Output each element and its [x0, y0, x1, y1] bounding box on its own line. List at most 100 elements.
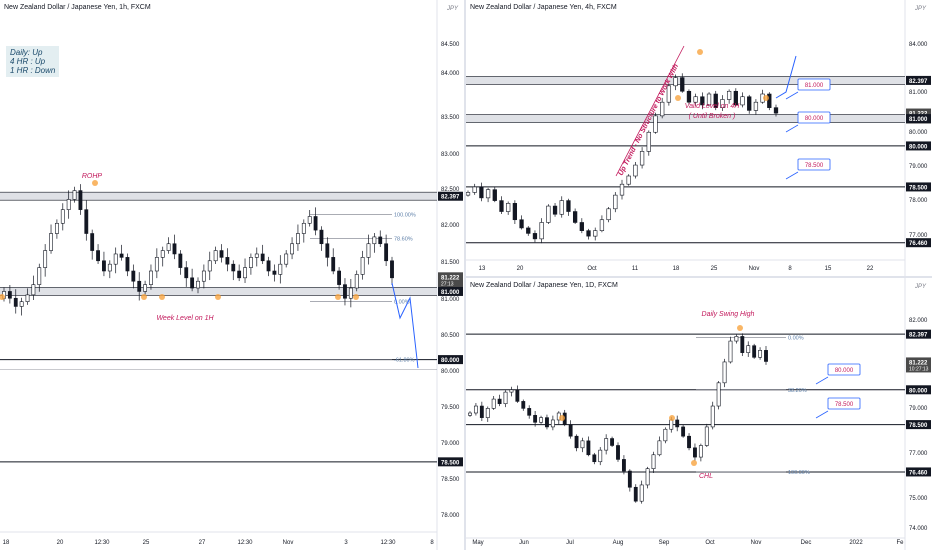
- candle-body: [639, 151, 645, 166]
- candle-body: [154, 257, 159, 272]
- swing-point-marker: [675, 95, 681, 101]
- candle-body: [666, 85, 672, 103]
- price-axis-label-bg: [438, 286, 463, 296]
- price-axis-bg: [905, 278, 932, 550]
- callout-label: 80.000: [835, 368, 854, 374]
- chart-1d-panel[interactable]: JPY 82.000 79.000 77.000 75.000 74.000 May Jun J…: [466, 278, 932, 550]
- candle-body: [512, 203, 518, 221]
- candle-body: [491, 398, 496, 409]
- swing-point-marker: [141, 294, 147, 300]
- candle-body: [166, 243, 171, 251]
- price-axis-label: 81.222: [441, 275, 460, 281]
- chart-1d-title: New Zealand Dollar / Japanese Yen, 1D, F…: [470, 282, 618, 289]
- candle-body: [31, 284, 36, 296]
- candle-body: [384, 243, 389, 262]
- candle-body: [337, 270, 342, 285]
- chart-1h-panel[interactable]: JPY 84.500 84.000 83.500 83.000 82.500 82.000 8…: [0, 0, 464, 550]
- candle-body: [60, 209, 65, 224]
- candle-body: [552, 205, 558, 215]
- candle-body: [646, 131, 651, 152]
- candle-body: [545, 417, 549, 428]
- price-axis-label-bg: [438, 355, 463, 365]
- candle-body: [539, 222, 544, 240]
- x-tick-label: 8: [430, 540, 434, 546]
- candle-body: [693, 96, 698, 103]
- candle-body: [740, 336, 745, 353]
- callout-box: [827, 363, 861, 376]
- candle-body: [503, 391, 508, 405]
- y-tick-label: 78.500: [441, 477, 460, 483]
- candle-body: [604, 438, 609, 451]
- candle-body: [533, 415, 538, 423]
- candle-body: [740, 96, 745, 106]
- fib-level-label: 38.20%: [788, 388, 807, 394]
- candle-body: [716, 382, 721, 407]
- panel-divider-horizontal[interactable]: [466, 276, 932, 278]
- supply-demand-zone: [0, 192, 437, 201]
- y-tick-label: 84.000: [909, 42, 928, 48]
- candle-body: [243, 267, 247, 279]
- fib-level-label: 100.00%: [394, 212, 416, 218]
- candle-body: [663, 428, 668, 442]
- y-tick-label: 79.000: [909, 406, 928, 412]
- chart-4h-panel[interactable]: JPY84.00082.00081.00080.00079.00078.0007…: [466, 0, 932, 276]
- x-tick-label: 8: [788, 266, 792, 272]
- swing-point-marker: [353, 294, 359, 300]
- candle-body: [726, 90, 732, 100]
- callout-label: 80.000: [805, 116, 824, 122]
- candle-body: [764, 350, 768, 362]
- candle-body: [572, 211, 578, 223]
- x-tick-label: Dec: [801, 540, 812, 546]
- candle-body: [521, 401, 526, 409]
- y-tick-label: 78.000: [909, 198, 928, 204]
- candle-body: [319, 229, 324, 245]
- swing-point-marker: [737, 325, 743, 331]
- y-tick-label: 82.000: [441, 223, 460, 229]
- candle-body: [497, 398, 502, 405]
- candle-body: [734, 336, 739, 342]
- candle-body: [710, 405, 715, 428]
- candle-body: [231, 263, 236, 272]
- panel-divider-vertical[interactable]: [464, 0, 466, 550]
- candle-body: [266, 260, 271, 272]
- chart-1d-svg[interactable]: JPY 82.000 79.000 77.000 75.000 74.000 May Jun J…: [466, 278, 932, 550]
- candle-body: [526, 227, 531, 234]
- price-axis-label: 82.397: [909, 333, 928, 339]
- candle-body: [178, 253, 183, 268]
- x-tick-label: 15: [825, 266, 832, 272]
- candle-body: [479, 186, 484, 199]
- candle-body: [378, 236, 383, 245]
- chart-1h-svg[interactable]: JPY 84.500 84.000 83.500 83.000 82.500 82.000 8…: [0, 0, 464, 550]
- candle-body: [633, 164, 638, 177]
- candle-body: [669, 419, 674, 430]
- callout-label: 81.000: [805, 83, 824, 89]
- fib-level-label: 78.60%: [394, 236, 413, 242]
- candle-body: [237, 270, 242, 279]
- chart-4h-svg[interactable]: JPY84.00082.00081.00080.00079.00078.0007…: [466, 0, 932, 276]
- candle-body: [184, 267, 189, 279]
- candle-body: [675, 419, 680, 428]
- candle-body: [767, 93, 772, 108]
- candle-body: [272, 270, 277, 275]
- price-axis-label-bg: [906, 329, 931, 339]
- candle-body: [390, 260, 394, 279]
- candle-body: [473, 405, 478, 414]
- x-tick-label: May: [472, 540, 483, 546]
- candle-body: [84, 209, 89, 234]
- candle-body: [639, 484, 644, 502]
- candle-body: [360, 257, 365, 275]
- candle-body: [313, 216, 318, 231]
- y-tick-label: 77.000: [909, 451, 928, 457]
- candle-body: [546, 205, 551, 223]
- candle-body: [720, 99, 725, 108]
- candle-body: [66, 199, 71, 210]
- chart-annotation: ( Until Broken ): [689, 113, 736, 120]
- x-tick-label: 20: [517, 266, 524, 272]
- price-axis-label: 81.000: [909, 117, 928, 123]
- supply-demand-zone: [0, 287, 437, 296]
- price-axis-label-bg: [438, 457, 463, 467]
- price-axis-label: 80.000: [909, 388, 928, 394]
- price-axis-label-bg: [906, 182, 931, 192]
- candle-body: [354, 274, 359, 289]
- y-tick-label: 78.000: [441, 513, 460, 519]
